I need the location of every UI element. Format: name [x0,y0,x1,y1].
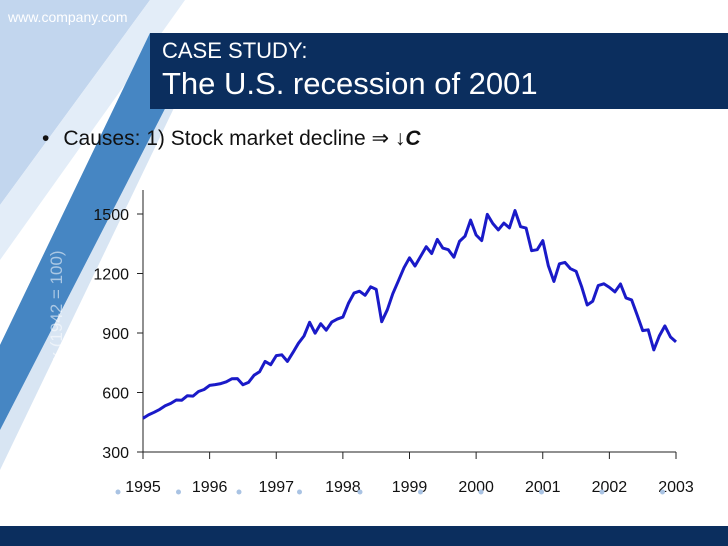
slide-title-line2: The U.S. recession of 2001 [162,66,538,101]
bullet-dot-icon: • [42,127,50,150]
chart-annotation-line2: 500 [278,256,307,275]
slide-title-line1: CASE STUDY: [162,38,308,63]
x-tick-label: 1996 [192,479,228,496]
decorative-dot [539,489,544,495]
decorative-dot [297,489,302,495]
x-tick-label: 2003 [658,479,694,496]
sp500-series-line [142,209,677,420]
x-tick-label: 1997 [258,479,294,496]
decorative-dot [357,489,363,495]
decorative-dot [176,489,181,495]
x-tick-label: 2001 [525,479,561,496]
x-tick-label: 2002 [592,479,628,496]
y-tick-label: 1200 [93,267,129,284]
y-axis-label: Index (1942 = 100) [47,250,66,393]
y-tick-label: 300 [102,445,129,462]
x-tick-label: 1995 [125,479,161,496]
decorative-dot [115,489,121,495]
y-tick-label: 1500 [93,207,129,224]
decorative-dot [236,489,242,495]
decorative-dot [660,489,665,495]
footer-url: www.company.com [8,9,128,25]
decorative-dots [115,489,665,495]
decorative-dot [599,489,605,495]
decorative-dot [418,489,423,495]
x-axis: 1995 1996 1997 1998 1999 2000 2001 2002 2003 [125,451,694,496]
x-tick-label: 1998 [325,479,361,496]
bullet-point: • Causes: 1) Stock market decline ⇒ ↓C [42,126,421,151]
bullet-emphasis: C [405,127,421,150]
y-axis: 300 600 900 1200 1500 [93,190,144,462]
decorative-dot [478,489,484,495]
x-tick-label: 2000 [458,479,494,496]
y-tick-label: 600 [102,386,129,403]
y-tick-label: 900 [102,326,129,343]
title-banner [150,33,728,109]
bullet-text: Causes: 1) Stock market decline ⇒ ↓ [63,127,406,150]
footer-bar [0,526,728,546]
chart-annotation-line1: Standard & Poor's [223,229,361,248]
